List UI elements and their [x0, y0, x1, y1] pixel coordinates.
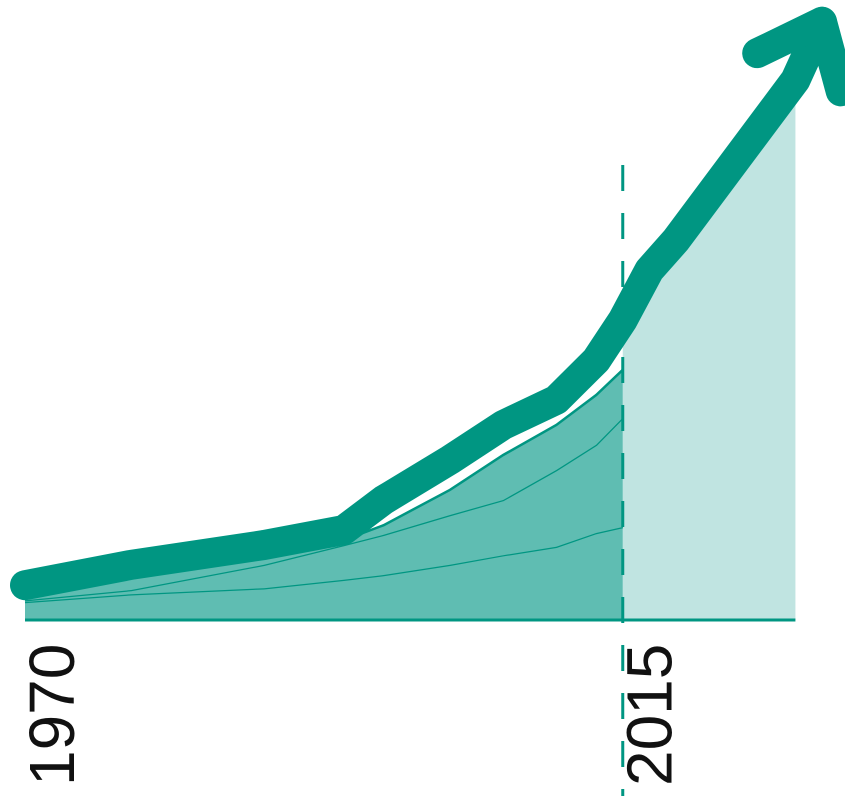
area-layer — [25, 527, 623, 620]
x-tick-label: 2015 — [614, 644, 686, 786]
area-layer — [25, 369, 623, 601]
trend-line — [10, 6, 837, 601]
area-layer — [25, 417, 623, 602]
arrow-head — [742, 6, 845, 107]
projection-area — [622, 69, 796, 621]
x-tick-label: 1970 — [16, 644, 88, 786]
